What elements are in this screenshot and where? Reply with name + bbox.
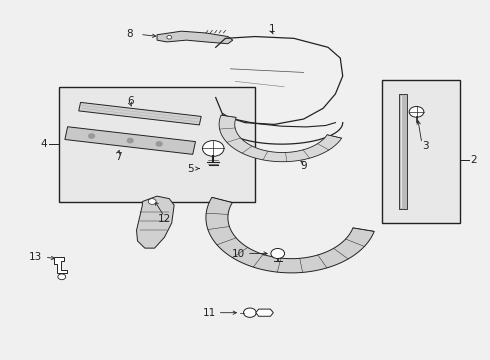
Circle shape bbox=[409, 107, 424, 117]
Text: 1: 1 bbox=[269, 24, 275, 35]
Circle shape bbox=[58, 274, 66, 280]
Polygon shape bbox=[54, 257, 67, 273]
Text: 8: 8 bbox=[126, 30, 133, 39]
Circle shape bbox=[89, 134, 95, 138]
Text: 6: 6 bbox=[127, 96, 133, 106]
Text: 7: 7 bbox=[115, 152, 121, 162]
Polygon shape bbox=[206, 197, 374, 273]
Bar bbox=[59, 87, 255, 202]
Text: 13: 13 bbox=[29, 252, 42, 262]
Polygon shape bbox=[157, 31, 233, 44]
Circle shape bbox=[156, 142, 162, 146]
Bar bbox=[382, 80, 460, 223]
Text: 12: 12 bbox=[158, 215, 171, 224]
Circle shape bbox=[202, 140, 224, 156]
Text: 4: 4 bbox=[41, 139, 47, 149]
Polygon shape bbox=[256, 309, 273, 316]
Polygon shape bbox=[65, 127, 196, 154]
Text: 5: 5 bbox=[187, 163, 194, 174]
Polygon shape bbox=[219, 115, 342, 162]
Circle shape bbox=[244, 308, 256, 318]
Bar bbox=[399, 94, 407, 209]
Circle shape bbox=[127, 138, 133, 143]
Circle shape bbox=[271, 248, 285, 258]
Circle shape bbox=[148, 199, 156, 204]
Polygon shape bbox=[137, 196, 174, 248]
Text: 3: 3 bbox=[422, 141, 428, 151]
Text: 9: 9 bbox=[300, 161, 307, 171]
Text: 11: 11 bbox=[202, 308, 216, 318]
Polygon shape bbox=[79, 102, 201, 125]
Text: 2: 2 bbox=[471, 155, 477, 165]
Circle shape bbox=[167, 36, 172, 39]
Text: 10: 10 bbox=[232, 248, 245, 258]
